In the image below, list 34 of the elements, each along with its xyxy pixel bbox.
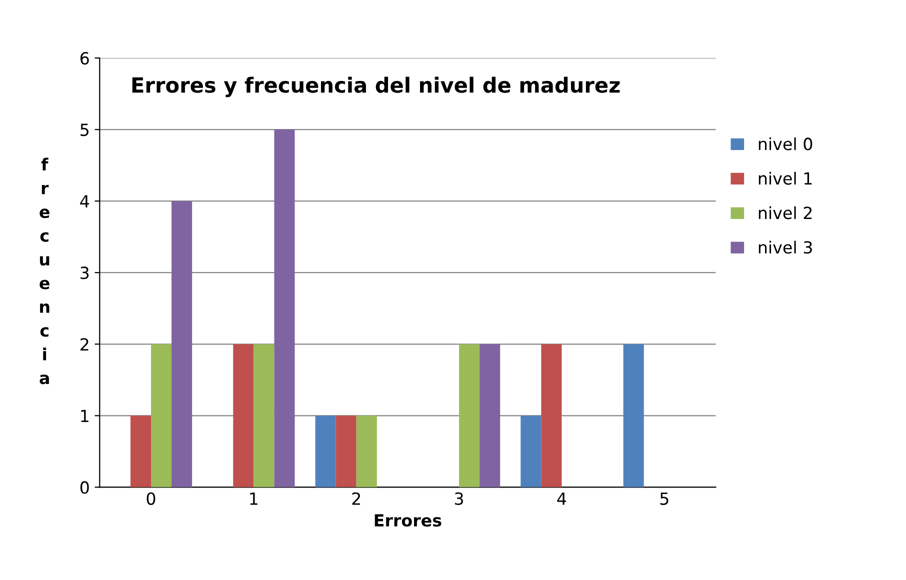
legend-label: nivel 2 [758, 206, 812, 220]
x-tick-label: 4 [557, 492, 566, 505]
bar [130, 416, 151, 488]
legend-label: nivel 1 [758, 172, 812, 185]
y-tick-label: 5 [80, 124, 88, 136]
bar [172, 201, 192, 488]
bar [623, 344, 644, 488]
bar [254, 344, 274, 488]
bar [541, 344, 562, 488]
y-tick-label: 0 [80, 481, 89, 494]
bar [233, 344, 254, 488]
bar [480, 344, 500, 488]
bar [336, 416, 356, 488]
legend-label: nivel 3 [758, 240, 812, 254]
y-tick-label: 4 [80, 195, 90, 208]
x-tick-label: 3 [455, 492, 464, 505]
legend-label: nivel 0 [758, 137, 812, 150]
x-tick-label: 0 [146, 492, 156, 505]
bar [151, 344, 172, 488]
y-tick-label: 2 [80, 338, 88, 350]
bar [315, 416, 336, 488]
bar [356, 416, 377, 488]
bar [459, 344, 480, 488]
y-tick-label: 3 [80, 266, 89, 280]
x-tick-label: 2 [352, 492, 360, 505]
bar [520, 416, 542, 488]
text: Errores y frecuencia del nivel de madurez [132, 76, 620, 98]
y-tick-label: 6 [80, 52, 89, 65]
y-tick-label: 1 [81, 410, 88, 422]
x-axis-title: Errores [374, 514, 442, 527]
text: frecuencia [40, 158, 50, 384]
x-tick-label: 1 [250, 492, 258, 505]
bar [274, 130, 295, 488]
x-tick-label: 5 [660, 492, 668, 505]
